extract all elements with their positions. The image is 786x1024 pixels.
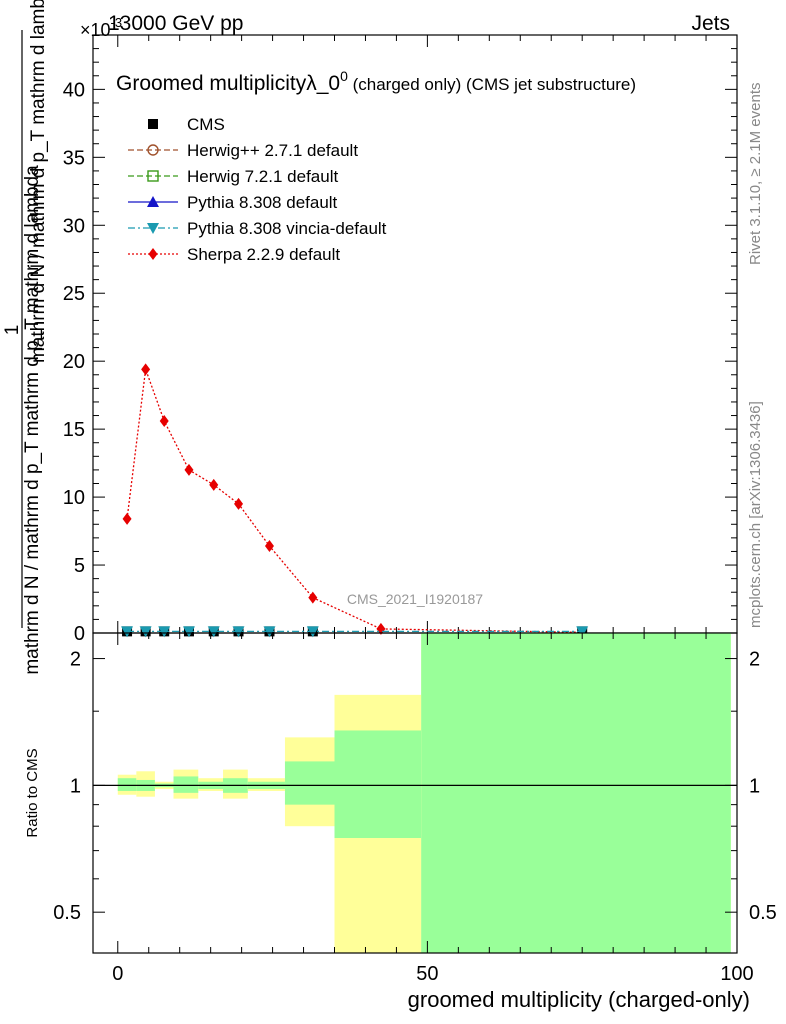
y-exponent-power: -3: [111, 15, 123, 30]
chart-title: Groomed multiplicityλ_00 (charged only) …: [116, 68, 636, 95]
ratio-band-green: [173, 776, 199, 793]
y-tick-label: 15: [63, 419, 85, 441]
sherpa-2-2-9-default-point: [122, 512, 132, 525]
pythia-8-308-vincia-default-point: [232, 626, 245, 638]
ratio-y-label: Ratio to CMS: [24, 748, 41, 837]
sherpa-2-2-9-default-point: [264, 540, 274, 553]
sherpa-2-2-9-default-point: [159, 414, 169, 427]
main-plot-panel: 0 5 10 15 20 25 30 35 40 CMS_2021_I1920187 Groom…: [63, 34, 738, 645]
pythia-8-308-vincia-default-point: [576, 626, 589, 638]
pythia-8-308-vincia-default-point: [263, 626, 276, 638]
sherpa-2-2-9-default-point: [234, 497, 244, 510]
watermark: CMS_2021_I1920187: [347, 591, 483, 607]
main-y-label: 1 mathrm d N / mathrm d p_T mathrm d lam…: [2, 0, 49, 675]
ratio-y-ticks: 0.5 0.5 1 1 2 2: [53, 649, 777, 925]
y-label-denominator: mathrm d N / mathrm d p_T mathrm d p_T m…: [22, 165, 43, 675]
y-tick-label: 20: [63, 351, 85, 373]
chart-title-suffix: (charged only) (CMS jet substructure): [348, 75, 636, 94]
y-exponent: ×10-3: [80, 15, 122, 40]
pythia-8-308-vincia-default-point: [121, 626, 134, 638]
y-tick-label: 0: [74, 623, 85, 645]
x-axis-label: groomed multiplicity (charged-only): [408, 987, 750, 1012]
header-right: Jets: [691, 12, 730, 35]
header-left: 13000 GeV pp: [108, 12, 243, 35]
ratio-plot-panel: 0.5 0.5 1 1 2 2 0 50 100 Ratio to CMS groomed m…: [24, 632, 777, 1012]
ratio-bands: [117, 633, 731, 953]
ratio-band-green: [334, 730, 422, 839]
legend-label-cms: CMS: [187, 115, 225, 134]
chart-title-main: Groomed multiplicityλ_0: [116, 72, 340, 95]
legend-label-pythia-8-308-vincia-default: Pythia 8.308 vincia-default: [187, 219, 387, 238]
y-tick-label: 25: [63, 283, 85, 305]
chart-title-sup: 0: [340, 68, 348, 84]
mcplots-label: mcplots.cern.ch [arXiv:1306.3436]: [747, 401, 764, 628]
legend-marker-pythia-8-308-vincia-default: [147, 223, 159, 234]
y-tick-label: 5: [74, 555, 85, 577]
y-tick-label: 35: [63, 147, 85, 169]
sherpa-2-2-9-default-point: [209, 478, 219, 491]
legend-marker-pythia-8-308-default: [147, 196, 159, 207]
ratio-y-tick-label: 1: [70, 775, 81, 797]
legend-marker-sherpa-2-2-9-default: [148, 248, 158, 260]
ratio-y-tick-label: 0.5: [53, 902, 81, 924]
rivet-label: Rivet 3.1.10, ≥ 2.1M events: [747, 83, 764, 266]
legend-label-herwig-7-2-1-default: Herwig 7.2.1 default: [187, 167, 338, 186]
ratio-y-tick-label-right: 1: [749, 775, 760, 797]
main-y-ticks: 0 5 10 15 20 25 30 35 40: [63, 34, 737, 645]
pythia-8-308-vincia-default-point: [158, 626, 171, 638]
ratio-band-green: [117, 778, 137, 791]
legend-marker-cms: [148, 119, 158, 129]
ratio-band-green: [421, 633, 731, 953]
legend-marker-herwig-2-7-1-default: [147, 144, 159, 156]
main-series-layer: [121, 363, 589, 639]
pythia-8-308-vincia-default-point: [139, 626, 152, 638]
x-tick-label: 100: [720, 963, 753, 985]
legend-marker-herwig-7-2-1-default: [147, 170, 159, 182]
pythia-8-308-vincia-default-point: [207, 626, 220, 638]
y-tick-label: 40: [63, 79, 85, 101]
x-tick-label: 0: [112, 963, 123, 985]
legend-label-herwig-2-7-1-default: Herwig++ 2.7.1 default: [187, 141, 358, 160]
legend: CMS Herwig++ 2.7.1 default Herwig 7.2.1 de…: [128, 115, 387, 264]
pythia-8-308-vincia-default-point: [306, 626, 319, 638]
ratio-band-green: [284, 761, 335, 805]
ratio-x-ticks: 0 50 100: [112, 633, 754, 985]
y-label-numerator-one: 1: [2, 325, 23, 336]
sherpa-2-2-9-default-point: [184, 463, 194, 476]
x-tick-label: 50: [416, 963, 438, 985]
ratio-y-tick-label: 2: [70, 649, 81, 671]
legend-label-pythia-8-308-default: Pythia 8.308 default: [187, 193, 338, 212]
ratio-y-tick-label-right: 2: [749, 649, 760, 671]
legend-label-sherpa-2-2-9-default: Sherpa 2.2.9 default: [187, 245, 340, 264]
ratio-frame: [92, 632, 738, 954]
sherpa-2-2-9-default-line: [126, 369, 583, 633]
y-tick-label: 30: [63, 215, 85, 237]
ratio-y-tick-label-right: 0.5: [749, 902, 777, 924]
y-exponent-base: ×10: [80, 20, 111, 40]
y-label-top-expr: mathrm d N / mathrm d p_T mathrm d lambd…: [28, 0, 49, 363]
y-tick-label: 10: [63, 487, 85, 509]
sherpa-2-2-9-default-point: [141, 363, 151, 376]
pythia-8-308-vincia-default-point: [182, 626, 195, 638]
sherpa-2-2-9-default-point: [308, 591, 318, 604]
